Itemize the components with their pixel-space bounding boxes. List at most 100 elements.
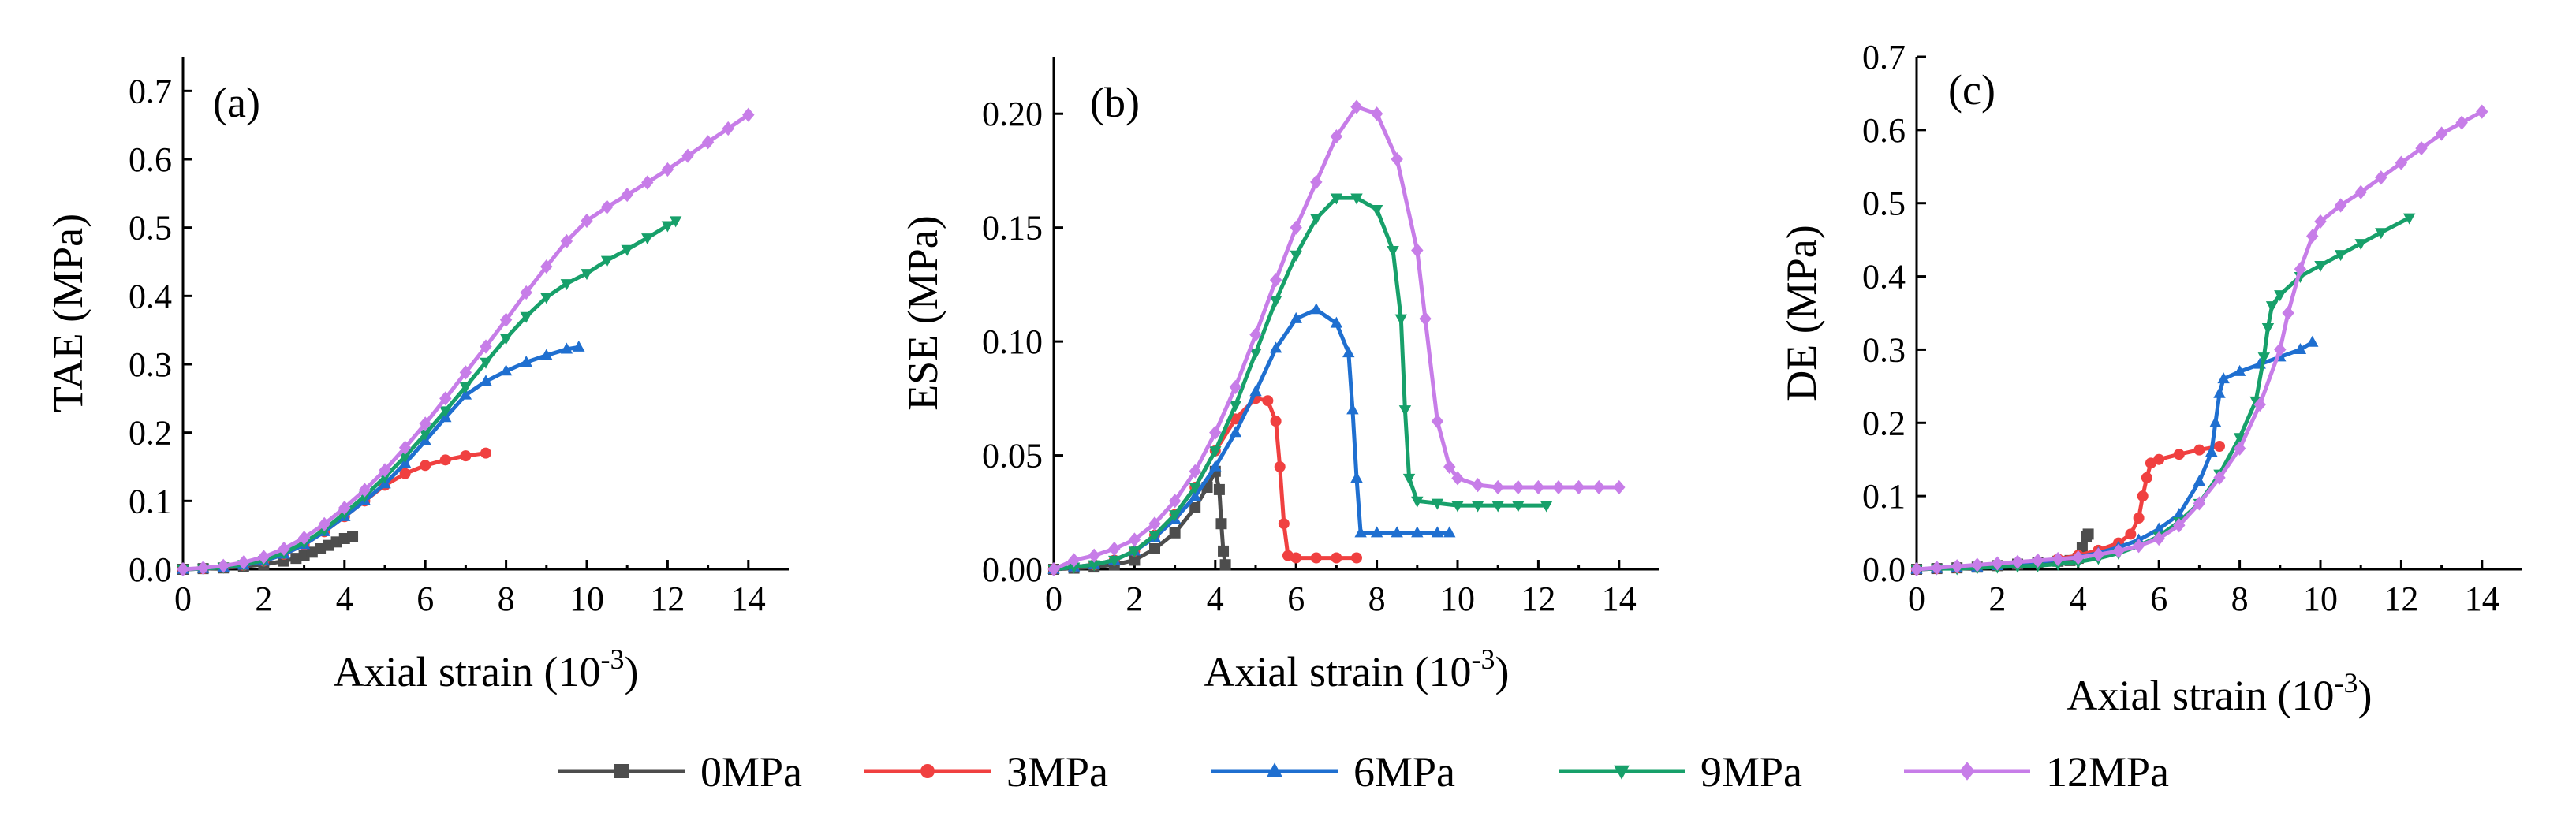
legend-label: 0MPa (700, 748, 802, 796)
data-point (2193, 496, 2206, 511)
data-point (2193, 444, 2205, 456)
data-point (621, 187, 633, 203)
x-axis-label: Axial strain (10-3) (1204, 643, 1510, 695)
data-point (2375, 170, 2387, 185)
data-point (1148, 516, 1161, 531)
x-tick-label: 4 (1207, 580, 1224, 618)
data-point (1249, 385, 1262, 397)
data-point (347, 531, 359, 542)
data-point (1088, 560, 1100, 572)
data-point (2153, 453, 2165, 465)
data-point (1351, 552, 1362, 564)
data-point (1592, 479, 1605, 495)
series-line (1916, 444, 2220, 572)
data-point (1209, 460, 1222, 472)
data-point (1512, 501, 1525, 512)
data-point (177, 561, 189, 577)
legend-entry-12MPa: 12MPa (1904, 748, 2169, 796)
x-tick-label: 6 (416, 580, 434, 618)
data-point (1330, 129, 1343, 144)
y-tick-label: 0.7 (1862, 38, 1906, 76)
x-tick-label: 4 (336, 580, 353, 618)
data-point (2265, 301, 2279, 313)
data-point (1354, 526, 1367, 538)
data-point (1290, 311, 1302, 323)
data-point (573, 340, 585, 352)
data-point (2294, 343, 2307, 355)
data-point (2209, 416, 2222, 427)
panel-c-de-chart: 0 2 4 6 8 10 12 14 0.0 0.1 0.2 0.3 0.4 0.5 0.6 0.7 DE (M… (1778, 38, 2522, 719)
data-point (419, 429, 431, 441)
y-tick-label: 0.10 (982, 322, 1043, 361)
data-point (1310, 552, 1322, 564)
y-tick-label: 0.6 (1862, 111, 1906, 150)
data-point (2334, 250, 2347, 262)
series-12MPa (1047, 99, 1626, 577)
series-line (182, 345, 580, 572)
data-point (2193, 475, 2206, 486)
data-point (2354, 184, 2367, 199)
data-point (641, 175, 654, 190)
data-point (1278, 518, 1290, 530)
y-tick-label: 0.4 (1862, 258, 1906, 296)
data-point (1269, 296, 1282, 308)
data-point (600, 199, 614, 214)
y-tick-label: 0.4 (129, 277, 172, 315)
data-point (1471, 501, 1484, 512)
data-point (1552, 479, 1565, 495)
data-point (2334, 198, 2347, 213)
data-point (2354, 239, 2367, 251)
data-point (2132, 539, 2145, 554)
data-point (1411, 243, 1424, 258)
x-tick-label: 2 (255, 580, 272, 618)
data-point (681, 148, 694, 163)
data-point (1310, 214, 1323, 226)
data-point (2233, 433, 2246, 445)
legend-marker (614, 764, 629, 778)
data-point (480, 339, 492, 354)
panel-label: (c) (1948, 66, 1995, 114)
series-line (1916, 340, 2314, 572)
data-point (1168, 494, 1182, 509)
data-point (217, 558, 230, 573)
data-point (2217, 372, 2230, 384)
axes-frame (181, 57, 789, 571)
x-tick-label: 8 (498, 580, 515, 618)
data-point (2031, 553, 2044, 568)
data-point (1451, 501, 1464, 512)
data-point (1991, 556, 2004, 571)
series-3MPa (1911, 441, 2225, 575)
data-point (1249, 327, 1262, 342)
data-point (1290, 552, 1302, 564)
legend-label: 12MPa (2046, 748, 2169, 796)
data-point (2306, 335, 2319, 347)
x-tick-label: 14 (1602, 580, 1637, 618)
data-point (297, 531, 311, 546)
data-point (520, 311, 532, 323)
y-tick-label: 0.00 (982, 550, 1043, 589)
data-point (1613, 479, 1626, 495)
x-tick-label: 2 (1126, 580, 1143, 618)
data-point (540, 348, 553, 360)
data-point (1290, 250, 1302, 262)
legend: 0MPa 3MPa 6MPa 9MPa 12MPa (558, 748, 2169, 796)
data-point (1910, 561, 1923, 577)
data-point (459, 382, 472, 393)
series-line (182, 113, 750, 572)
data-point (520, 356, 532, 367)
data-point (1431, 526, 1444, 538)
data-point (669, 216, 682, 228)
data-point (1512, 479, 1525, 495)
x-tick-label: 0 (174, 580, 192, 618)
data-point (2402, 213, 2416, 225)
data-point (1350, 193, 1363, 205)
data-point (1148, 531, 1161, 542)
x-tick-label: 12 (1521, 580, 1555, 618)
data-point (1088, 548, 1100, 563)
x-tick-label: 2 (1988, 580, 2006, 618)
series-9MPa (177, 216, 682, 576)
data-point (1129, 554, 1141, 566)
legend-entry-6MPa: 6MPa (1211, 748, 1455, 796)
data-point (1189, 464, 1201, 479)
data-point (722, 121, 734, 136)
